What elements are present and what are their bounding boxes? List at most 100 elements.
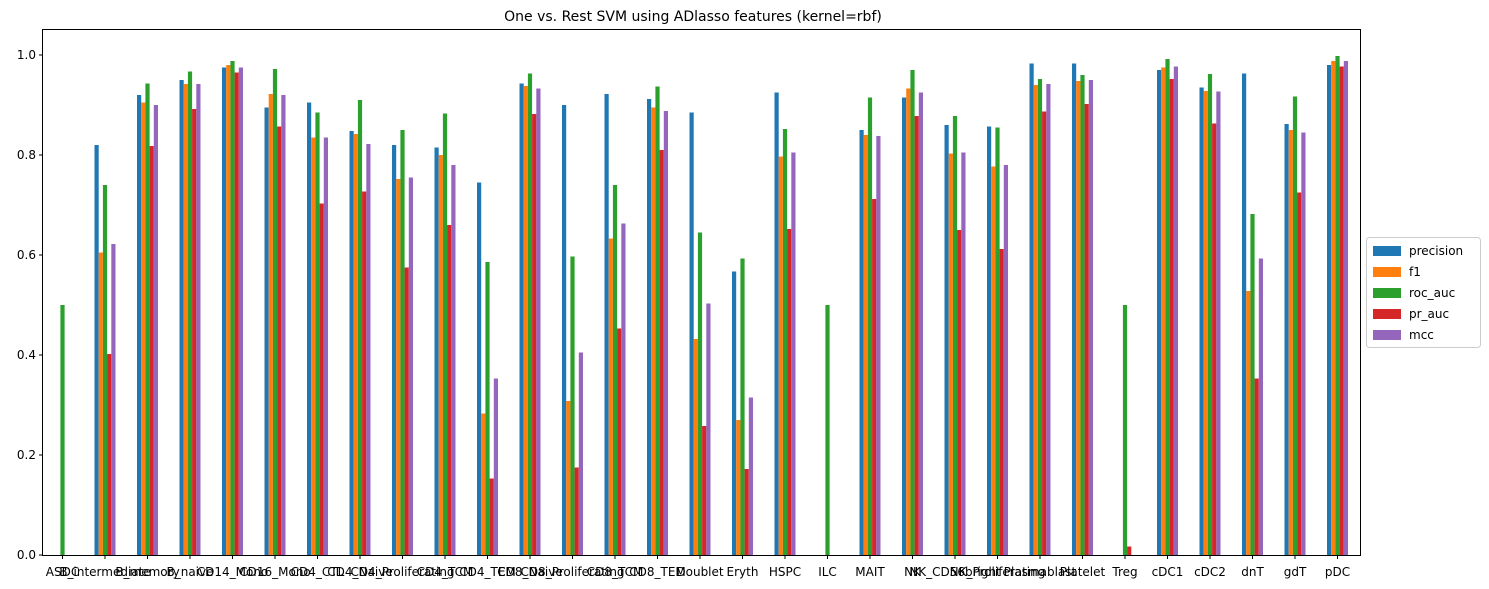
y-tick-label: 0.4 [17,348,36,362]
bar-f1-Doublet [693,339,698,555]
x-tick-label: NK_CD56bright [909,565,1001,579]
bar-precision-CD8_Naive [519,83,524,555]
bar-roc_auc-Platelet [1080,75,1085,555]
bar-f1-B_intermediate [98,252,103,555]
x-tick-label: NK_Proliferating [950,565,1046,579]
bar-precision-CD16_Mono [264,107,269,555]
bar-mcc-gdT [1301,132,1306,555]
bar-mcc-CD8_Naive [536,88,541,555]
bar-pr_auc-CD4_CTL [319,203,324,555]
bar-mcc-CD16_Mono [281,95,286,555]
bar-pr_auc-CD4_TCM [447,225,452,555]
bar-roc_auc-NK_CD56bright [952,116,958,555]
bar-precision-MAIT [859,130,864,555]
bar-roc_auc-CD8_Naive [527,73,533,555]
bar-precision-CD4_Proliferating [392,145,397,555]
bar-f1-CD4_Naive [353,134,358,555]
bar-precision-Plasmablast [1029,63,1034,555]
bar-roc_auc-B_intermediate [102,185,108,555]
legend-swatch-precision [1373,246,1401,256]
bar-pr_auc-CD4_TEM [489,478,494,555]
bar-precision-Platelet [1072,63,1077,555]
bar-f1-CD8_TCM [608,238,613,555]
bar-mcc-CD8_TEM [663,111,668,555]
bar-pr_auc-CD8_Proliferating [574,467,579,555]
bar-pr_auc-CD4_Naive [362,191,367,555]
bar-roc_auc-CD4_Naive [357,100,363,555]
bar-roc_auc-Eryth [740,258,745,555]
bar-roc_auc-cDC1 [1165,59,1170,555]
bar-mcc-CD8_Proliferating [578,352,583,555]
bar-precision-NK [902,97,907,555]
x-tick-label: pDC [1325,565,1350,579]
bar-f1-NK_CD56bright [948,153,953,555]
x-tick-label: ASDC [46,565,79,579]
bar-f1-CD8_TEM [651,107,656,555]
bar-roc_auc-CD8_TEM [655,86,660,555]
x-tick-label: Plasmablast [1004,565,1077,579]
bar-mcc-NK_CD56bright [961,152,966,555]
bar-mcc-NK [918,92,923,555]
bar-roc_auc-CD14_Mono [230,61,235,555]
legend-swatch-mcc [1373,330,1401,340]
legend-label-f1: f1 [1409,265,1421,279]
legend-label-mcc: mcc [1409,328,1434,342]
bar-f1-CD4_Proliferating [396,179,401,555]
x-tick-label: B_memory [115,565,179,579]
bar-f1-B_memory [141,102,146,555]
legend-box [1366,237,1481,348]
bar-pr_auc-CD8_TCM [617,328,622,555]
x-tick-label: B_naive [166,565,213,579]
bar-roc_auc-CD16_Mono [272,69,278,555]
bar-pr_auc-CD14_Mono [234,72,239,555]
bar-precision-B_intermediate [94,145,99,555]
bar-mcc-MAIT [876,136,881,555]
x-tick-label: CD8_TCM [587,565,644,579]
bar-f1-CD8_Proliferating [566,401,571,555]
x-tick-label: CD4_TCM [417,565,474,579]
bar-f1-Eryth [736,420,741,555]
x-tick-label: NK [904,565,922,579]
bar-mcc-CD4_TCM [451,165,456,555]
x-tick-label: CD4_CTL [291,565,345,579]
bar-precision-CD4_CTL [307,102,312,555]
bar-f1-CD4_TEM [481,413,486,555]
x-tick-label: dnT [1241,565,1264,579]
bar-precision-B_naive [179,80,184,555]
bar-precision-CD4_TEM [477,182,482,555]
bar-f1-NK_Proliferating [991,166,996,555]
bar-mcc-HSPC [791,152,796,555]
bar-precision-CD8_Proliferating [562,105,567,555]
bar-mcc-CD4_Proliferating [408,177,413,555]
bar-f1-CD16_Mono [268,94,273,555]
bar-f1-CD4_TCM [438,155,443,555]
bar-precision-NK_Proliferating [987,126,992,555]
bar-precision-CD8_TCM [604,94,609,555]
x-tick-label: cDC1 [1152,565,1184,579]
bar-f1-CD8_Naive [523,86,528,555]
bar-precision-Eryth [732,271,737,555]
bar-mcc-dnT [1258,258,1263,555]
bar-pr_auc-pDC [1339,66,1344,555]
bar-precision-NK_CD56bright [944,125,949,555]
bar-mcc-cDC2 [1216,91,1221,555]
bar-roc_auc-MAIT [867,97,873,555]
bar-f1-CD4_CTL [311,137,316,555]
bar-pr_auc-Treg [1127,546,1132,555]
bar-pr_auc-MAIT [872,199,877,555]
y-axis: 0.0 0.2 0.4 0.6 0.8 1.0 [17,48,43,562]
y-tick-label: 0.8 [17,148,36,162]
x-tick-label: CD8_TEM [629,565,686,579]
x-tick-label: MAIT [855,565,885,579]
bar-roc_auc-NK_Proliferating [995,127,1000,555]
bar-roc_auc-Doublet [697,232,703,555]
bar-f1-B_naive [183,84,188,555]
legend-swatch-f1 [1373,267,1401,277]
bar-roc_auc-HSPC [782,129,788,555]
bar-mcc-Eryth [748,397,753,555]
bar-precision-CD4_Naive [349,131,354,555]
bar-roc_auc-cDC2 [1207,74,1213,555]
bar-roc_auc-CD4_TCM [442,113,448,555]
bar-f1-MAIT [863,135,868,555]
bar-roc_auc-pDC [1335,56,1340,555]
